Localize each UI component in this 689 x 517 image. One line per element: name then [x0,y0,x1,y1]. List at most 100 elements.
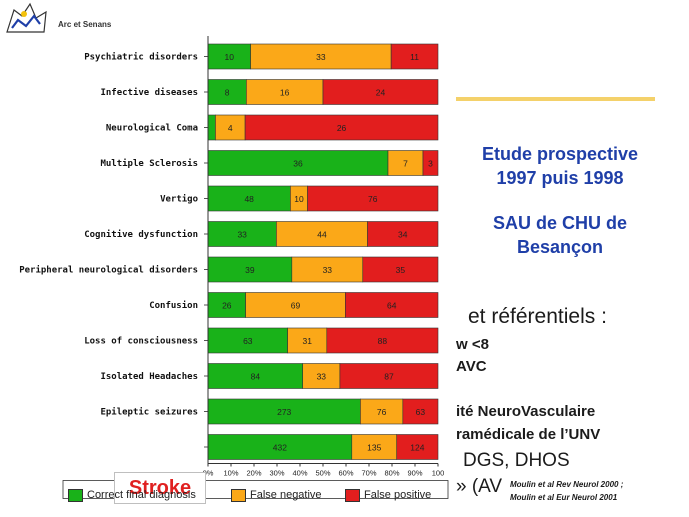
study-title-line1: Etude prospective [481,144,639,164]
data-label-stroke-false-positive: 124 [410,443,424,453]
data-label-multiple-sclerosis-false-positive: 3 [428,159,433,169]
data-label-psychiatric-disorders-false-positive: 11 [410,52,419,62]
x-tick-label-6: 60% [338,469,353,478]
category-label-infective-diseases: Infective diseases [100,87,198,98]
legend-frame [62,480,449,499]
legend-item-false-positive: False positive [345,488,431,502]
category-label-loss-of-consciousness: Loss of consciousness [84,336,198,347]
slide-fragment-dgs-dhos: DGS, DHOS [463,450,570,471]
data-label-cognitive-dysfunction-false-positive: 34 [398,230,408,240]
slide-fragment-w8: w <8 [456,336,489,353]
bar-stroke-false-negative [351,434,398,460]
data-label-stroke-false-negative: 135 [367,443,381,453]
data-label-confusion-false-positive: 64 [387,301,397,311]
legend-item-false-negative: False negative [231,488,322,502]
x-tick-label-7: 70% [361,469,376,478]
category-label-epileptic-seizures: Epileptic seizures [100,407,198,418]
category-label-peripheral-neurological-disorders: Peripheral neurological disorders [19,265,198,276]
bar-peripheral-neurological-disorders-false-positive [362,256,439,283]
data-label-epileptic-seizures-false-positive: 63 [416,407,426,417]
category-label-multiple-sclerosis: Multiple Sclerosis [100,158,198,169]
data-label-isolated-headaches-false-positive: 87 [384,372,394,382]
study-subtitle-line2: Besançon [516,237,604,257]
chart-panel: Psychiatric disorders 10 33 11 Infective dis… [8,34,456,515]
category-label-confusion: Confusion [149,300,198,311]
arc-et-senans-logo [6,2,47,33]
data-label-confusion-false-negative: 69 [291,301,301,311]
data-label-multiple-sclerosis-false-negative: 7 [403,159,408,169]
legend-swatch-false-negative [231,488,246,502]
bar-cognitive-dysfunction-false-negative [276,221,368,247]
data-label-infective-diseases-false-positive: 24 [376,88,386,98]
data-label-vertigo-correct: 48 [244,194,254,204]
legend-item-correct: Correct final diagnosis [68,488,196,502]
x-tick-label-1: 10% [223,469,238,478]
study-subtitle-line1: SAU de CHU de [492,213,627,233]
bar-stroke-correct [207,434,353,460]
category-label-vertigo: Vertigo [160,194,198,205]
bar-vertigo-correct [207,185,291,212]
stacked-bar-chart: Psychiatric disorders 10 33 11 Infective dis… [19,36,449,499]
bar-epileptic-seizures-false-positive [402,398,439,425]
data-label-infective-diseases-false-negative: 16 [280,88,290,98]
legend-label-false-negative: False negative [250,489,322,501]
legend-label-correct: Correct final diagnosis [87,489,196,501]
x-tick-label-5: 50% [315,469,330,478]
data-label-isolated-headaches-correct: 84 [251,372,261,382]
category-label-neurological-coma: Neurological Coma [106,123,198,134]
data-label-multiple-sclerosis-correct: 36 [293,159,303,169]
bar-multiple-sclerosis-correct [207,150,389,176]
bar-psychiatric-disorders-false-negative [250,43,392,70]
x-tick-label-9: 90% [407,469,422,478]
x-tick-label-8: 80% [384,469,399,478]
data-label-infective-diseases-correct: 8 [225,88,230,98]
slide-fragment-unv: ramédicale de l’UNV [456,426,601,443]
x-tick-label-3: 30% [269,469,284,478]
data-label-confusion-correct: 26 [222,301,232,311]
bar-multiple-sclerosis-false-positive [422,150,439,176]
bar-loss-of-consciousness-false-positive [326,327,439,354]
category-label-psychiatric-disorders: Psychiatric disorders [84,52,198,63]
data-label-peripheral-neurological-disorders-false-positive: 35 [396,265,406,275]
bar-neurological-coma-false-positive [244,114,439,141]
brand-name: Arc et Senans [58,20,112,29]
slide-fragment-av: » (AV [456,476,503,497]
data-label-epileptic-seizures-correct: 273 [277,407,291,417]
bar-infective-diseases-false-positive [322,79,439,105]
reference-line2: Moulin et al Eur Neurol 2001 [510,493,618,502]
x-tick-label-2: 20% [246,469,261,478]
data-label-psychiatric-disorders-correct: 10 [225,52,235,62]
bar-epileptic-seizures-false-negative [360,398,404,425]
data-label-loss-of-consciousness-correct: 63 [243,336,253,346]
legend-swatch-false-positive [345,488,360,502]
data-label-cognitive-dysfunction-false-negative: 44 [317,230,327,240]
data-label-loss-of-consciousness-false-positive: 88 [378,336,388,346]
data-label-neurological-coma-false-positive: 26 [337,123,347,133]
bar-cognitive-dysfunction-false-positive [367,221,439,247]
category-label-isolated-headaches: Isolated Headaches [100,372,198,382]
slide-fragment-referentiels: et référentiels : [468,305,607,328]
bar-cognitive-dysfunction-correct [207,221,277,247]
legend-label-false-positive: False positive [364,489,432,501]
bar-isolated-headaches-false-positive [339,363,439,389]
reference-line1: Moulin et al Rev Neurol 2000 ; [510,480,624,489]
data-label-psychiatric-disorders-false-negative: 33 [316,52,326,62]
bar-loss-of-consciousness-false-negative [287,327,328,354]
data-label-epileptic-seizures-false-negative: 76 [377,407,387,417]
x-tick-label-10: 100 [432,469,445,478]
data-label-peripheral-neurological-disorders-false-negative: 33 [323,265,333,275]
data-label-neurological-coma-false-negative: 4 [228,123,233,133]
data-label-stroke-correct: 432 [273,443,287,453]
decorative-rule [455,97,655,101]
data-label-vertigo-false-positive: 76 [368,194,378,204]
bar-peripheral-neurological-disorders-false-negative [291,256,364,283]
bar-confusion-false-positive [345,292,439,318]
data-label-peripheral-neurological-disorders-correct: 39 [245,265,255,275]
bar-peripheral-neurological-disorders-correct [207,256,293,283]
legend-swatch-correct [68,488,83,502]
x-tick-label-4: 40% [292,469,307,478]
bar-epileptic-seizures-correct [207,398,361,425]
stroke-callout: Stroke [114,472,206,504]
data-label-vertigo-false-negative: 10 [294,194,304,204]
bar-vertigo-false-positive [307,185,439,212]
